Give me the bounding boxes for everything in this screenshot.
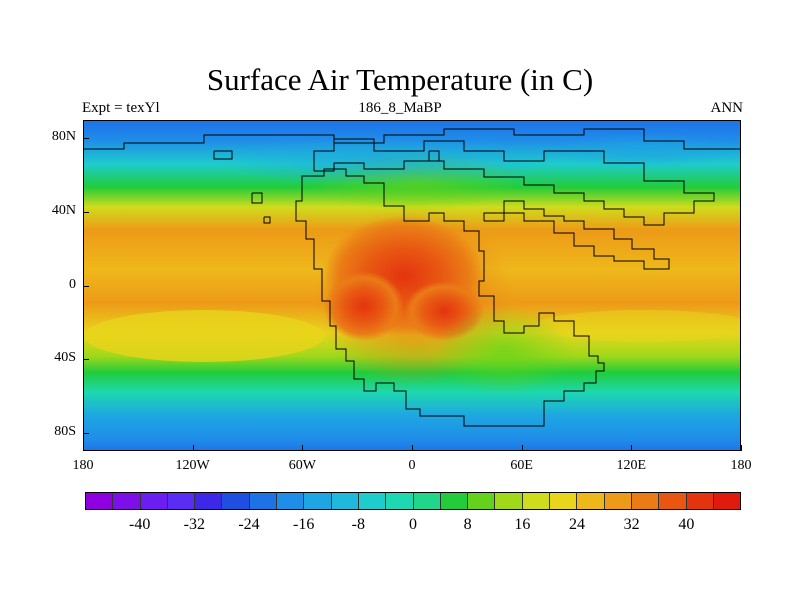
colorbar-swatch — [577, 493, 605, 509]
temperature-field — [84, 121, 740, 450]
southern-green-zone — [434, 306, 574, 396]
colorbar-swatch — [550, 493, 578, 509]
colorbar-label: -24 — [238, 516, 260, 533]
colorbar-label: 8 — [463, 516, 472, 533]
northern-cool-zone — [214, 136, 554, 186]
colorbar-swatch — [167, 493, 196, 509]
y-tick-mark — [83, 138, 89, 140]
x-tick-mark — [302, 445, 304, 451]
y-tick-mark — [83, 359, 89, 361]
island-1 — [213, 150, 233, 160]
supercontinent-coastline — [295, 168, 605, 427]
x-tick-label: 60W — [288, 458, 316, 473]
northern-coastline — [84, 128, 740, 150]
colorbar — [85, 492, 741, 510]
x-tick-label: 180 — [730, 458, 752, 473]
x-tick-mark — [631, 445, 633, 451]
colorbar-swatch — [386, 493, 414, 509]
colorbar-swatch — [222, 493, 250, 509]
continental-hot-core-west — [324, 271, 404, 341]
y-tick-mark — [83, 285, 89, 287]
colorbar-swatch — [413, 493, 441, 509]
colorbar-label: -16 — [292, 516, 315, 533]
colorbar-label: -40 — [128, 516, 151, 533]
plot-title: Surface Air Temperature (in C) — [206, 62, 594, 97]
x-tick-mark — [83, 445, 84, 451]
x-tick-label: 180 — [72, 458, 94, 473]
colorbar-swatch — [86, 493, 114, 509]
y-tick-mark — [83, 432, 89, 434]
y-tick-label: 40N — [51, 202, 76, 218]
x-tick-label: 0 — [408, 458, 416, 473]
southern-yellow-band-east — [534, 310, 740, 342]
colorbar-swatch — [631, 493, 660, 509]
colorbar-swatch — [304, 493, 332, 509]
northeast-cool-zone — [554, 133, 734, 169]
y-tick-label: 0 — [69, 276, 76, 292]
season-label: ANN — [710, 100, 744, 116]
island-3 — [263, 216, 271, 224]
colorbar-swatch — [468, 493, 496, 509]
colorbar-swatch — [140, 493, 168, 509]
x-tick-mark — [412, 445, 413, 451]
colorbar-label: 40 — [678, 516, 695, 533]
x-tick-mark — [741, 445, 742, 451]
colorbar-label: 24 — [569, 516, 585, 533]
x-tick-label: 60E — [510, 458, 533, 473]
eastern-peninsula-coastline — [483, 200, 670, 270]
island-4 — [428, 150, 440, 162]
colorbar-swatch — [277, 493, 305, 509]
colorbar-label: 0 — [409, 516, 417, 533]
colorbar-swatch — [495, 493, 523, 509]
colorbar-swatch — [440, 493, 469, 509]
northern-landmass-coastline — [313, 138, 715, 226]
colorbar-label: -8 — [351, 516, 365, 533]
x-tick-label: 120W — [175, 458, 210, 473]
colorbar-swatch — [249, 493, 278, 509]
colorbar-swatch — [686, 493, 714, 509]
colorbar-label: 32 — [623, 516, 640, 533]
y-tick-mark — [83, 211, 89, 213]
x-tick-mark — [192, 445, 194, 451]
colorbar-swatch — [358, 493, 387, 509]
colorbar-swatch — [713, 493, 741, 509]
island-2 — [251, 192, 263, 204]
experiment-label: Expt = texYl — [82, 100, 160, 116]
time-label: 186_8_MaBP — [358, 100, 442, 116]
y-tick-label: 80S — [54, 423, 76, 439]
y-tick-label: 80N — [51, 129, 76, 145]
temperature-map — [83, 120, 741, 451]
colorbar-swatch — [331, 493, 359, 509]
colorbar-swatch — [604, 493, 632, 509]
southern-yellow-band — [84, 310, 324, 362]
x-tick-mark — [521, 445, 523, 451]
colorbar-swatch — [195, 493, 223, 509]
colorbar-swatch — [659, 493, 687, 509]
colorbar-swatch — [522, 493, 551, 509]
y-tick-label: 40S — [54, 350, 76, 366]
x-tick-label: 120E — [616, 458, 647, 473]
colorbar-label: 16 — [514, 516, 531, 533]
colorbar-swatch — [113, 493, 141, 509]
colorbar-label: -32 — [183, 516, 205, 533]
